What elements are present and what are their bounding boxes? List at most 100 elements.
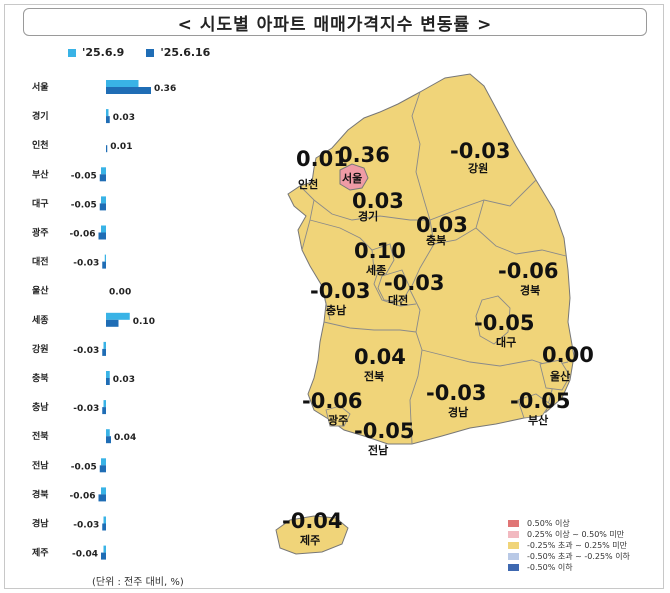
category-label: 충북	[32, 372, 49, 384]
korea-map: 0.01 인천 0.36 서울 0.03 경기 -0.03 강원 0.03 충북…	[275, 73, 594, 555]
map-legend-label: 0.50% 이상	[527, 518, 570, 528]
map-value-daejeon: -0.03	[384, 271, 445, 295]
data-label: 0.01	[110, 142, 132, 152]
category-label: 전북	[32, 430, 49, 442]
map-label-ulsan: 울산	[550, 369, 570, 383]
category-label: 서울	[32, 81, 49, 93]
map-value-sejong: 0.10	[354, 239, 406, 263]
map-value-gyeonggi: 0.03	[352, 189, 404, 213]
bar-series2	[106, 145, 108, 153]
data-label: 0.00	[109, 288, 131, 298]
daejeon-shape	[377, 269, 411, 303]
data-label: 0.04	[114, 433, 136, 443]
data-label: 0.03	[113, 375, 135, 385]
chart-title: < 시도별 아파트 매매가격지수 변동률 >	[177, 14, 493, 35]
map-legend-row: -0.25% 초과 ~ 0.25% 미만	[508, 540, 630, 550]
category-label: 경북	[32, 488, 49, 500]
bar-series2	[102, 261, 106, 269]
bar-series2	[99, 203, 106, 211]
bar-series2	[98, 494, 106, 502]
map-value-chungnam: -0.03	[310, 279, 371, 303]
bar-series2	[99, 465, 106, 473]
map-value-busan: -0.05	[510, 389, 571, 413]
legend-swatch-series2	[146, 48, 155, 57]
bar-series1	[101, 225, 106, 233]
bar-series1	[103, 341, 106, 349]
daegu-shape	[475, 295, 511, 345]
bar-series1	[101, 196, 106, 204]
bar-series1	[106, 371, 110, 378]
map-label-daegu: 대구	[496, 335, 516, 349]
map-legend-swatch	[508, 530, 519, 538]
map-legend-row: 0.25% 이상 ~ 0.50% 미만	[508, 529, 630, 539]
bar-series1	[106, 429, 110, 437]
map-label-incheon: 인천	[298, 177, 318, 191]
map-value-jeonnam: -0.05	[354, 419, 415, 443]
map-value-incheon: 0.01	[296, 147, 348, 171]
bar-series1	[104, 254, 106, 262]
map-label-sejong: 세종	[366, 263, 386, 277]
sejong-shape	[371, 243, 395, 275]
data-label: -0.04	[72, 550, 98, 560]
category-label: 광주	[32, 227, 49, 239]
bar-series2	[106, 116, 110, 124]
data-label: 0.36	[154, 84, 176, 94]
map-legend-label: -0.50% 초과 ~ -0.25% 이하	[527, 551, 630, 561]
map-shapes	[275, 73, 575, 555]
bar-series1	[101, 167, 106, 175]
bar-series2	[106, 436, 111, 444]
map-value-jeju: -0.04	[282, 509, 343, 533]
map-labels: 0.01 인천 0.36 서울 0.03 경기 -0.03 강원 0.03 충북…	[282, 139, 594, 547]
data-label: -0.05	[71, 200, 97, 210]
map-legend-swatch	[508, 563, 519, 571]
data-label: -0.06	[70, 491, 96, 501]
bar-series1	[101, 487, 106, 495]
bar-series2	[106, 378, 110, 385]
map-value-gyeongbuk: -0.06	[498, 259, 559, 283]
category-label: 경기	[32, 110, 49, 122]
map-label-jeonbuk: 전북	[364, 369, 384, 383]
bar-series2	[101, 552, 106, 560]
bar-series1	[106, 80, 139, 87]
data-label: 0.03	[113, 113, 135, 123]
category-label: 전남	[32, 459, 49, 471]
map-label-gyeonggi: 경기	[358, 209, 378, 223]
category-label: 울산	[32, 285, 49, 297]
category-label: 제주	[32, 547, 49, 559]
map-value-jeonbuk: 0.04	[354, 345, 406, 369]
bar-series2	[102, 348, 106, 356]
bar-series1	[103, 400, 106, 408]
category-label: 경남	[32, 518, 49, 530]
map-label-jeonnam: 전남	[368, 443, 388, 457]
gwangju-shape	[325, 405, 351, 427]
map-value-daegu: -0.05	[474, 311, 535, 335]
bar-series2	[106, 319, 119, 327]
map-value-gwangju: -0.06	[302, 389, 363, 413]
map-label-chungbuk: 충북	[426, 233, 446, 247]
seoul-shape	[339, 163, 369, 191]
data-label: -0.03	[73, 259, 99, 269]
bar-legend: '25.6.9 '25.6.16	[68, 46, 210, 59]
map-legend-row: -0.50% 이하	[508, 562, 630, 572]
data-label: -0.06	[70, 230, 96, 240]
busan-shape	[517, 393, 551, 419]
map-legend-row: 0.50% 이상	[508, 518, 630, 528]
map-value-ulsan: 0.00	[542, 343, 594, 367]
category-label: 충남	[32, 401, 49, 413]
map-value-gangwon: -0.03	[450, 139, 511, 163]
map-label-jeju: 제주	[300, 533, 320, 547]
category-label: 강원	[32, 343, 49, 355]
category-label: 대전	[32, 256, 49, 268]
bar-series1	[103, 545, 106, 553]
legend-label-series1: '25.6.9	[82, 46, 125, 59]
bar-series2	[98, 232, 106, 240]
bar-series1	[106, 109, 109, 117]
ulsan-shape	[539, 359, 571, 391]
data-label: -0.03	[73, 346, 99, 356]
map-legend-label: 0.25% 이상 ~ 0.50% 미만	[527, 529, 625, 539]
bar-series1	[103, 516, 106, 524]
map-legend: 0.50% 이상 0.25% 이상 ~ 0.50% 미만 -0.25% 초과 ~…	[508, 518, 630, 573]
bar-series2	[106, 87, 151, 94]
map-label-busan: 부산	[528, 413, 548, 427]
bar-series1	[101, 458, 106, 466]
